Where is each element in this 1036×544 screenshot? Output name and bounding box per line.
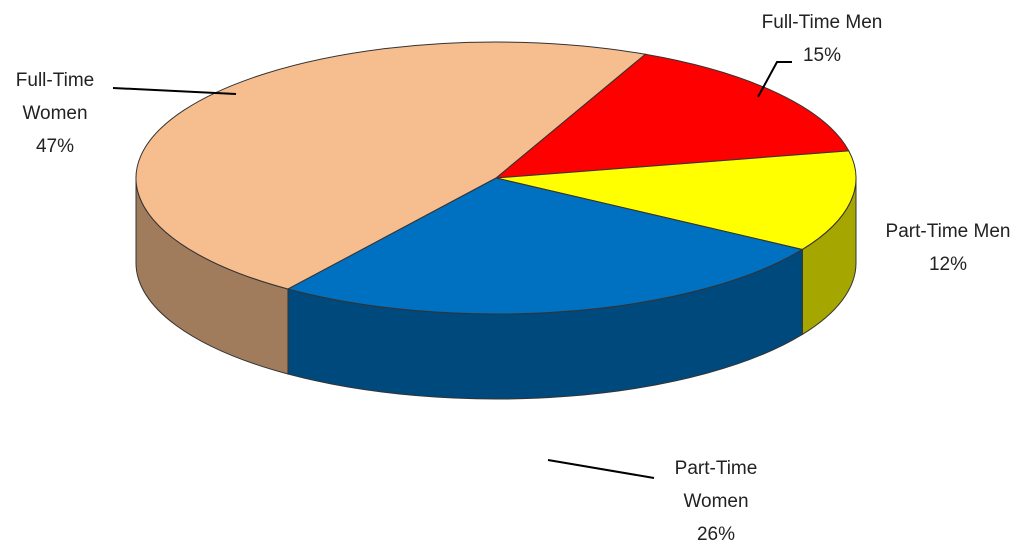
slice-value-label: 47% [35, 136, 75, 157]
leader-line [757, 61, 792, 98]
slice-value-label: 15% [802, 45, 842, 66]
leader-line [547, 459, 655, 479]
pie-slice [495, 150, 857, 250]
leader-line [112, 87, 237, 95]
slice-value-label: 12% [928, 254, 968, 275]
slice-label: Part-Time Men [885, 221, 1011, 242]
slice-value-label: 26% [696, 524, 736, 544]
pie-slice [494, 53, 850, 179]
slice-label: Part-Time Women [674, 458, 758, 512]
slice-label: Full-Time Women [15, 70, 95, 124]
pie-slice [135, 41, 647, 290]
slice-label: Full-Time Men [761, 12, 883, 33]
pie-slice [286, 177, 804, 315]
